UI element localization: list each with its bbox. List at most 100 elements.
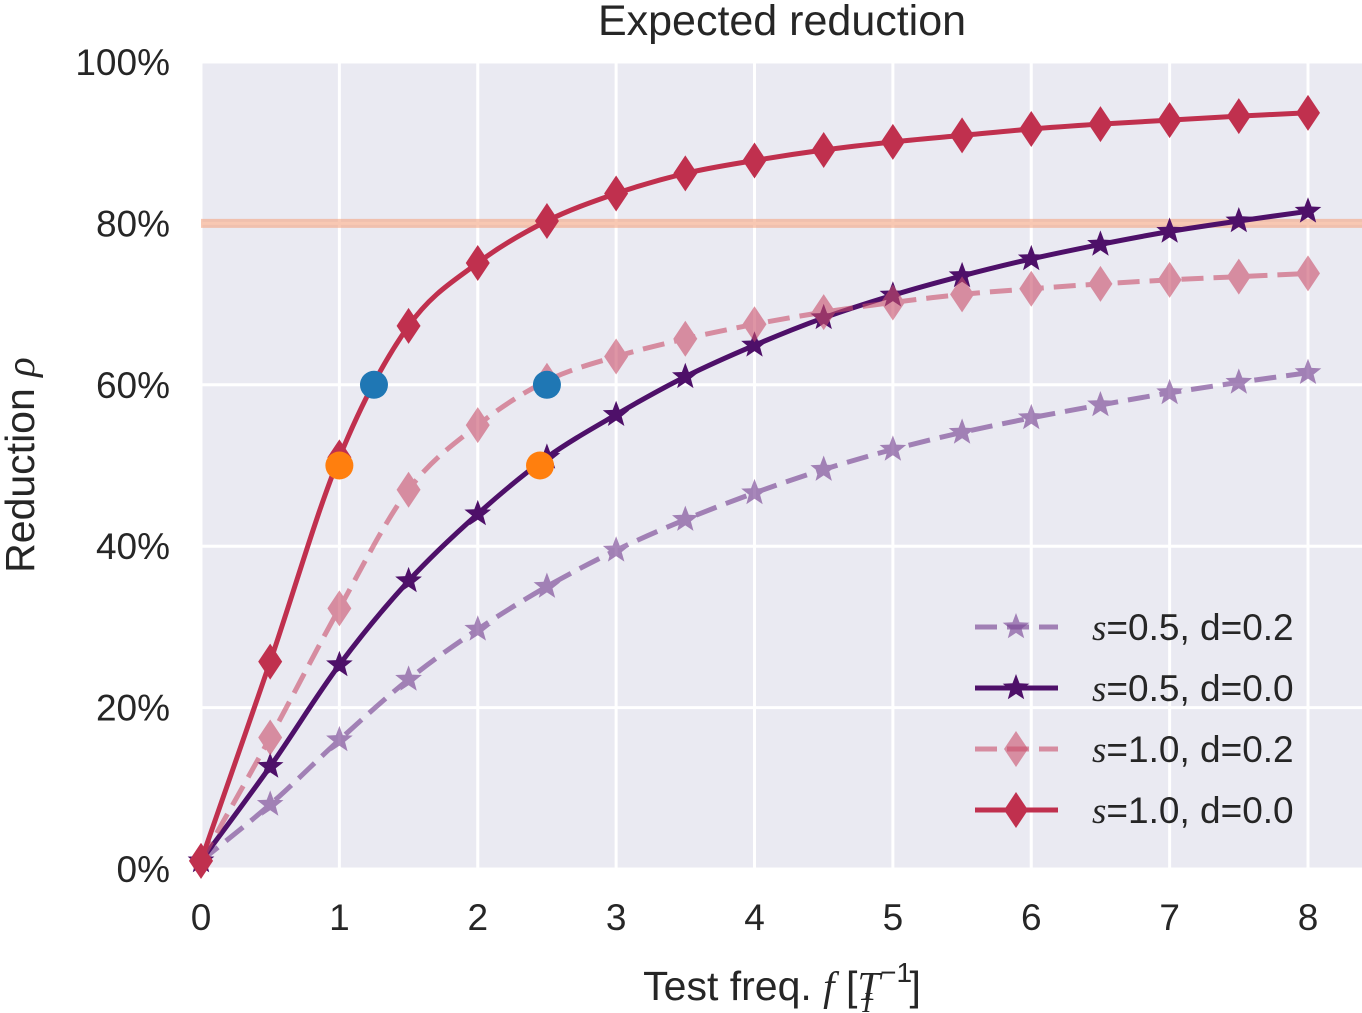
- data-point: [1088, 106, 1113, 143]
- data-point: [189, 842, 213, 879]
- legend-label-rest: =1.0, d=0.0: [1106, 790, 1293, 831]
- legend-label-symbol: s: [1092, 608, 1106, 649]
- data-point: [326, 650, 353, 677]
- data-point: [258, 719, 283, 756]
- data-point: [464, 615, 492, 641]
- data-point: [465, 407, 490, 444]
- x-tick-label: 6: [1021, 897, 1042, 938]
- data-point: [673, 155, 698, 192]
- highlight-point: [526, 451, 555, 480]
- data-point: [256, 752, 284, 778]
- data-point: [1296, 94, 1320, 131]
- x-tick-label: 1: [329, 897, 350, 938]
- x-tick-label: 4: [744, 897, 765, 938]
- legend-item: s=0.5, d=0.2: [975, 607, 1294, 649]
- data-point: [672, 362, 699, 389]
- data-point: [1087, 391, 1114, 417]
- legend-label-rest: =0.5, d=0.0: [1106, 668, 1293, 709]
- data-point: [1087, 230, 1114, 256]
- data-point: [465, 244, 490, 281]
- data-point: [741, 331, 768, 357]
- legend-item: s=1.0, d=0.0: [975, 790, 1294, 832]
- highlight-points: [325, 370, 561, 480]
- data-point: [742, 142, 767, 179]
- data-point: [604, 338, 629, 375]
- data-point: [602, 400, 630, 426]
- data-point: [396, 307, 421, 344]
- data-point: [879, 435, 907, 461]
- data-point: [534, 202, 559, 239]
- y-tick-label: 20%: [96, 688, 170, 729]
- data-point: [395, 566, 422, 593]
- legend: s=0.5, d=0.2s=0.5, d=0.0s=1.0, d=0.2s=1.…: [975, 607, 1294, 832]
- data-point: [1019, 270, 1044, 307]
- legend-label: s=1.0, d=0.0: [1092, 790, 1294, 832]
- highlight-point: [532, 370, 561, 399]
- y-axis-label-symbol: ρ: [0, 357, 43, 379]
- data-point: [880, 284, 905, 321]
- legend-marker: [1002, 613, 1030, 639]
- data-point: [1019, 110, 1044, 147]
- data-point: [950, 276, 975, 313]
- x-tick-labels: 0 1 2 3 4 5 6 7 8: [191, 897, 1319, 938]
- legend-label-symbol: s: [1092, 669, 1106, 710]
- legend-marker: [1004, 792, 1028, 828]
- x-tick-label: 5: [883, 897, 904, 938]
- y-axis-label-prefix: Reduction: [0, 377, 43, 573]
- x-axis-label-unit-sup: −1: [880, 957, 912, 988]
- y-tick-label: 80%: [96, 203, 170, 244]
- y-tick-labels: 0% 20% 40% 60% 80% 100%: [75, 42, 170, 890]
- legend-label: s=0.5, d=0.0: [1092, 668, 1294, 710]
- x-tick-label: 2: [467, 897, 488, 938]
- data-point: [948, 418, 976, 444]
- data-point: [1294, 197, 1322, 223]
- data-point: [395, 665, 422, 691]
- legend-item: s=0.5, d=0.0: [975, 668, 1294, 710]
- y-tick-label: 0%: [117, 849, 170, 890]
- legend-label-rest: =0.5, d=0.2: [1106, 607, 1293, 648]
- data-point: [811, 294, 836, 331]
- data-point: [811, 131, 836, 168]
- data-point: [880, 123, 905, 160]
- legend-label: s=0.5, d=0.2: [1092, 607, 1294, 649]
- data-point: [533, 572, 561, 598]
- x-axis-label-unit-close: ]: [909, 963, 920, 1009]
- x-axis-label-unit-base: T: [857, 963, 883, 1009]
- legend-label-symbol: s: [1092, 791, 1106, 832]
- data-point: [326, 725, 353, 752]
- data-point: [1156, 217, 1183, 243]
- x-axis-label-unit-open: [: [835, 963, 858, 1009]
- x-axis-label: Test freq. f [T−1 I]: [643, 957, 921, 1013]
- series-2: [189, 255, 1320, 879]
- data-point: [810, 455, 837, 481]
- highlight-point: [359, 370, 388, 399]
- data-point: [673, 320, 698, 357]
- highlight-point: [325, 451, 354, 480]
- data-point: [256, 790, 284, 816]
- data-point: [1017, 403, 1045, 430]
- data-point: [672, 505, 699, 531]
- data-point: [950, 117, 975, 154]
- data-point: [1294, 358, 1322, 384]
- data-point: [1226, 98, 1251, 135]
- data-point: [1157, 102, 1182, 139]
- data-point: [1225, 368, 1253, 394]
- data-point: [602, 536, 630, 562]
- y-tick-label: 60%: [96, 365, 170, 406]
- legend-item: s=1.0, d=0.2: [975, 729, 1294, 771]
- data-point: [604, 175, 629, 212]
- data-point: [1225, 207, 1253, 233]
- data-point: [1017, 244, 1045, 271]
- x-tick-label: 3: [606, 897, 627, 938]
- x-axis-label-prefix: Test freq.: [643, 963, 823, 1009]
- legend-marker: [1002, 674, 1030, 700]
- data-point: [396, 471, 421, 508]
- data-point: [1226, 258, 1251, 295]
- legend-marker: [1004, 731, 1028, 767]
- data-point: [948, 261, 976, 288]
- x-tick-label: 7: [1159, 897, 1180, 938]
- data-point: [464, 499, 492, 526]
- series-line: [199, 370, 1309, 863]
- data-point: [1088, 265, 1113, 302]
